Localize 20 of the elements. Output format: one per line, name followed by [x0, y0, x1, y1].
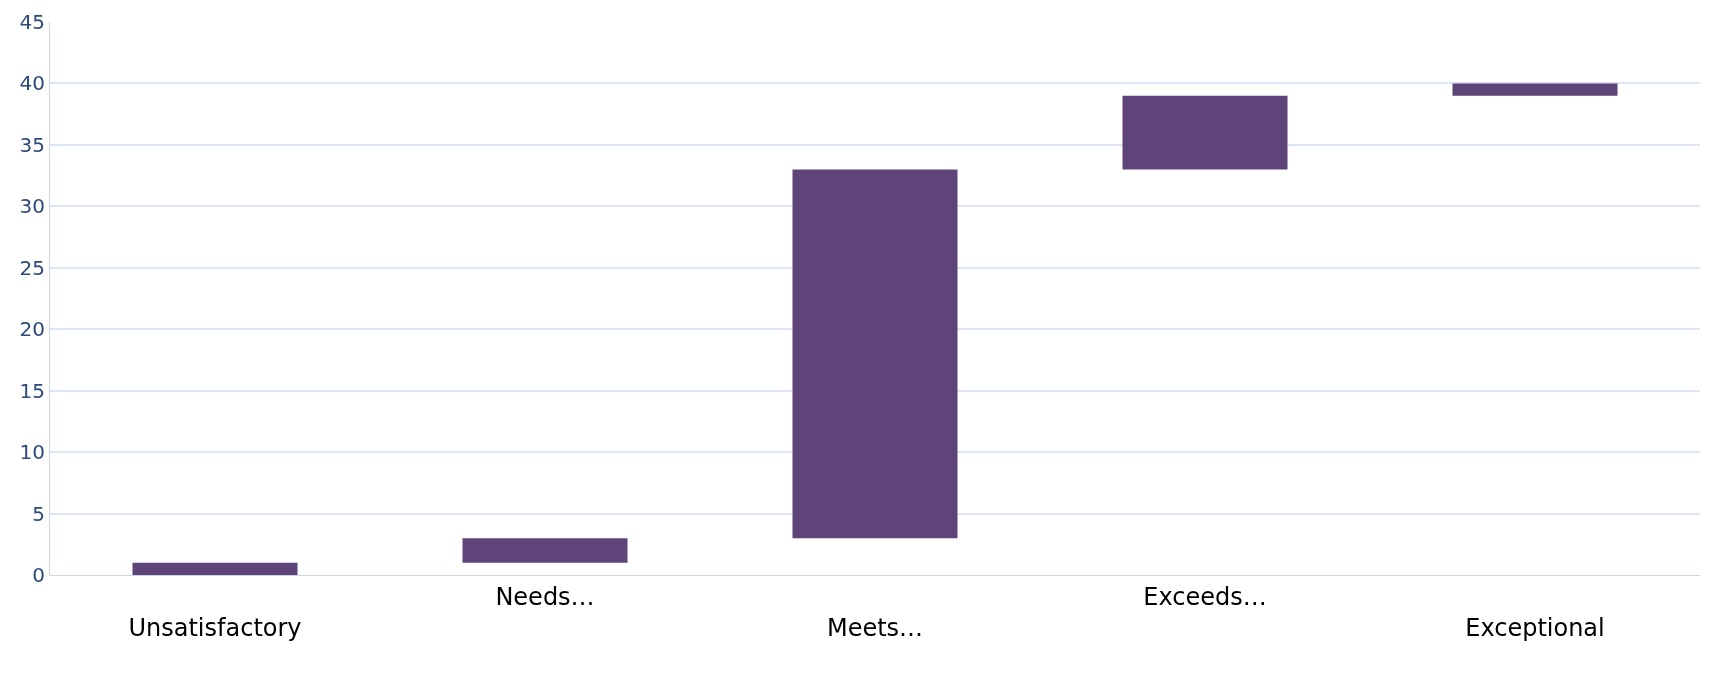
- y-tick-label: 0: [32, 563, 45, 587]
- y-tick-label: 25: [19, 255, 45, 280]
- y-tick-label: 40: [19, 71, 45, 96]
- x-tick-label: Needs…: [495, 582, 595, 611]
- x-tick-label: Unsatisfactory: [128, 614, 302, 642]
- bar: [792, 169, 958, 539]
- y-tick-label: 10: [19, 440, 45, 465]
- y-tick-label: 35: [19, 132, 45, 157]
- y-tick-label: 30: [19, 194, 45, 219]
- x-tick-label: Exceeds…: [1143, 582, 1267, 611]
- bar: [462, 538, 628, 563]
- y-tick-label: 20: [19, 317, 45, 342]
- x-tick-label: Exceptional: [1465, 614, 1605, 642]
- bar: [1122, 95, 1288, 170]
- bar: [132, 562, 298, 575]
- y-tick-label: 45: [19, 10, 45, 34]
- bar: [1452, 83, 1618, 96]
- y-tick-label: 5: [32, 501, 45, 526]
- x-tick-label: Meets…: [826, 614, 924, 642]
- y-tick-label: 15: [19, 378, 45, 403]
